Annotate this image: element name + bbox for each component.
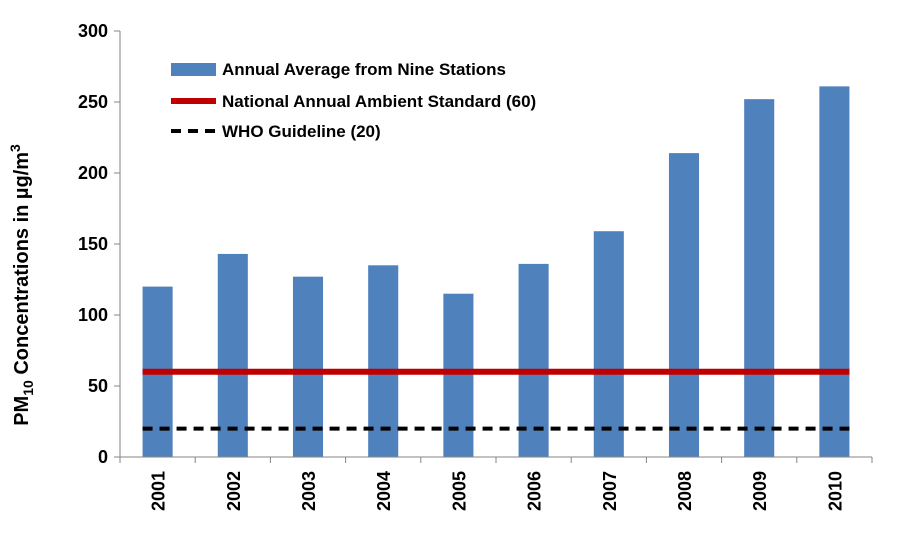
y-axis: 0 50 100 150 200 250 300: [78, 21, 121, 467]
legend-label: WHO Guideline (20): [222, 122, 381, 141]
bar: [819, 86, 850, 457]
bar: [593, 231, 624, 457]
y-axis-title: PM10 Concentrations in µg/m3: [7, 144, 36, 426]
y-tick-label: 0: [98, 447, 108, 467]
legend-label: National Annual Ambient Standard (60): [222, 92, 536, 111]
bar: [668, 153, 700, 457]
x-tick-label: 2001: [149, 471, 169, 511]
line-series: [142, 368, 850, 431]
y-axis-title-middle: Concentrations in µg/m: [11, 152, 33, 380]
x-tick-label: 2005: [449, 471, 469, 511]
x-tick-label: 2007: [600, 471, 620, 511]
y-tick-label: 150: [78, 234, 108, 254]
legend-label: Annual Average from Nine Stations: [222, 60, 506, 79]
bar: [368, 265, 399, 457]
legend-swatch-bar: [171, 63, 216, 76]
legend: Annual Average from Nine Stations Nationa…: [171, 60, 536, 141]
y-tick-label: 200: [78, 163, 108, 183]
y-axis-title-superscript: 3: [7, 144, 23, 152]
bar: [518, 263, 549, 457]
bar: [744, 99, 775, 457]
y-tick-label: 300: [78, 21, 108, 41]
bar: [443, 293, 474, 457]
y-axis-title-subscript: 10: [20, 380, 36, 396]
y-axis-title-prefix: PM: [11, 396, 33, 426]
y-tick-label: 250: [78, 92, 108, 112]
x-tick-label: 2004: [374, 471, 394, 511]
x-axis: 2001 2002 2003 2004 2005 2006 2007 2008 2009 2010: [119, 456, 873, 511]
x-tick-label: 2008: [675, 471, 695, 511]
bar: [217, 253, 248, 457]
x-tick-label: 2010: [825, 471, 845, 511]
bar-series: [142, 86, 850, 457]
x-tick-label: 2009: [750, 471, 770, 511]
x-tick-label: 2003: [299, 471, 319, 511]
x-tick-label: 2002: [224, 471, 244, 511]
y-tick-label: 50: [88, 376, 108, 396]
x-tick-label: 2006: [525, 471, 545, 511]
y-tick-label: 100: [78, 305, 108, 325]
